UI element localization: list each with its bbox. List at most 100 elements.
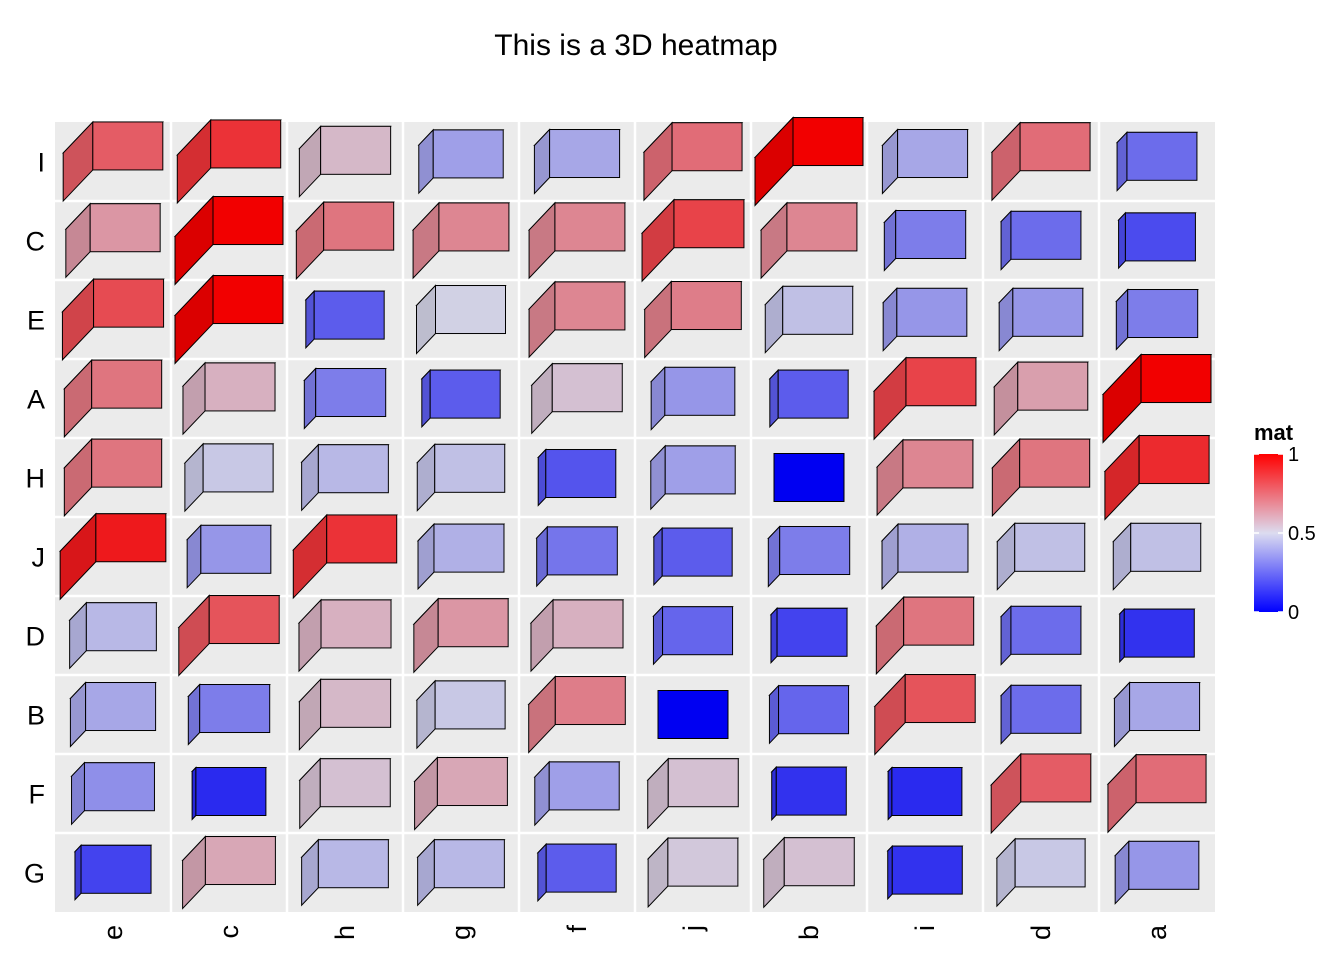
heat-bar-H-b — [773, 453, 845, 502]
bar-side — [652, 605, 664, 666]
bar-front — [1126, 131, 1198, 181]
bar-front — [317, 839, 389, 889]
y-axis-labels: I C E A H J D B F G — [24, 148, 45, 889]
bar-front — [1127, 289, 1199, 339]
bar-front — [195, 767, 267, 817]
heat-bar-B-a — [1113, 681, 1201, 748]
heat-bar-F-a — [1106, 753, 1208, 834]
bar-front — [670, 281, 742, 331]
bar-side — [653, 526, 663, 587]
heat-bar-H-h — [300, 443, 390, 512]
bar-front — [673, 199, 745, 249]
heat-bar-F-j — [646, 757, 740, 830]
bar-front — [545, 843, 617, 893]
heat-bar-B-g — [415, 679, 507, 750]
bar-front — [549, 129, 621, 179]
bar-front — [667, 758, 739, 808]
heat-bar-G-b — [762, 836, 856, 909]
heat-bar-B-j — [657, 690, 729, 739]
bar-front — [438, 202, 510, 252]
bar-front — [199, 684, 271, 734]
heat-bar-E-e — [61, 277, 165, 362]
heat-bar-H-d — [991, 437, 1091, 518]
y-tick-label: C — [26, 227, 46, 257]
bar-side — [887, 844, 893, 901]
bar-front — [200, 524, 272, 574]
heat-bar-H-f — [537, 448, 617, 507]
heat-bar-J-e — [58, 512, 168, 601]
heat-bar-B-b — [768, 684, 850, 745]
y-tick-label: B — [27, 701, 45, 731]
bar-front — [208, 595, 280, 645]
x-tick-label: b — [794, 925, 824, 940]
heat-bar-B-h — [298, 678, 392, 751]
bar-front — [664, 366, 736, 416]
bar-front — [1014, 838, 1086, 888]
bar-front — [91, 438, 163, 488]
bar-front — [1124, 212, 1196, 262]
heat-bar-I-g — [417, 128, 505, 195]
heat-bar-E-d — [997, 287, 1085, 352]
bar-front — [83, 762, 155, 812]
heat-bar-I-j — [642, 121, 744, 202]
heat-bar-C-b — [759, 201, 859, 280]
y-tick-label: J — [32, 543, 46, 573]
bar-side — [536, 525, 548, 588]
bar-layer — [58, 116, 1213, 910]
bar-front — [437, 598, 509, 648]
bar-front — [664, 445, 736, 495]
bar-front — [1128, 840, 1200, 890]
heat-bar-F-f — [533, 760, 621, 827]
bar-side — [1118, 211, 1126, 270]
bar-front — [317, 444, 389, 494]
y-tick-label: F — [29, 780, 46, 810]
bar-front — [554, 281, 626, 331]
bar-front — [545, 449, 617, 499]
bar-front — [1140, 354, 1212, 404]
heat-bar-C-c — [173, 195, 285, 286]
heat-bar-D-a — [1118, 607, 1196, 664]
bar-front — [85, 602, 157, 652]
bar-front — [1012, 287, 1084, 337]
bar-front — [554, 676, 626, 726]
heat-bar-I-i — [881, 128, 969, 195]
bar-front — [1019, 122, 1091, 172]
bar-front — [792, 117, 864, 167]
bar-front — [671, 122, 743, 172]
bar-front — [554, 202, 626, 252]
heat-bar-C-f — [527, 201, 627, 280]
bar-side — [74, 844, 82, 901]
bar-front — [436, 757, 508, 807]
heat-bar-J-i — [880, 522, 970, 591]
x-tick-label: f — [562, 925, 592, 933]
heat-bar-B-e — [69, 681, 157, 748]
heat-bar-F-g — [413, 756, 509, 831]
bar-front — [319, 758, 391, 808]
y-tick-label: I — [37, 148, 45, 178]
heat-bar-D-d — [999, 605, 1083, 666]
heat-bar-F-h — [298, 757, 392, 830]
bar-front — [1010, 210, 1082, 260]
heat-bar-G-d — [995, 837, 1087, 908]
heat-bar-A-d — [993, 360, 1089, 437]
heat-bar-E-i — [881, 287, 969, 352]
bar-front — [775, 766, 847, 816]
bar-front — [433, 839, 505, 889]
heat-bar-E-a — [1115, 288, 1199, 351]
bar-front — [204, 362, 276, 412]
heat-bar-I-d — [990, 121, 1092, 202]
bar-front — [1123, 608, 1195, 658]
heat-bar-G-j — [646, 836, 740, 909]
heat-bar-G-g — [416, 838, 506, 907]
bar-front — [91, 359, 163, 409]
bar-front — [779, 526, 851, 576]
heat-bar-A-j — [649, 366, 737, 431]
legend-tick-label: 0 — [1288, 602, 1299, 624]
y-tick-label: H — [26, 464, 46, 494]
heat-bar-B-f — [527, 675, 627, 754]
heat-bar-A-e — [63, 358, 163, 439]
heat-bar-H-e — [63, 437, 163, 518]
bar-front — [661, 527, 733, 577]
